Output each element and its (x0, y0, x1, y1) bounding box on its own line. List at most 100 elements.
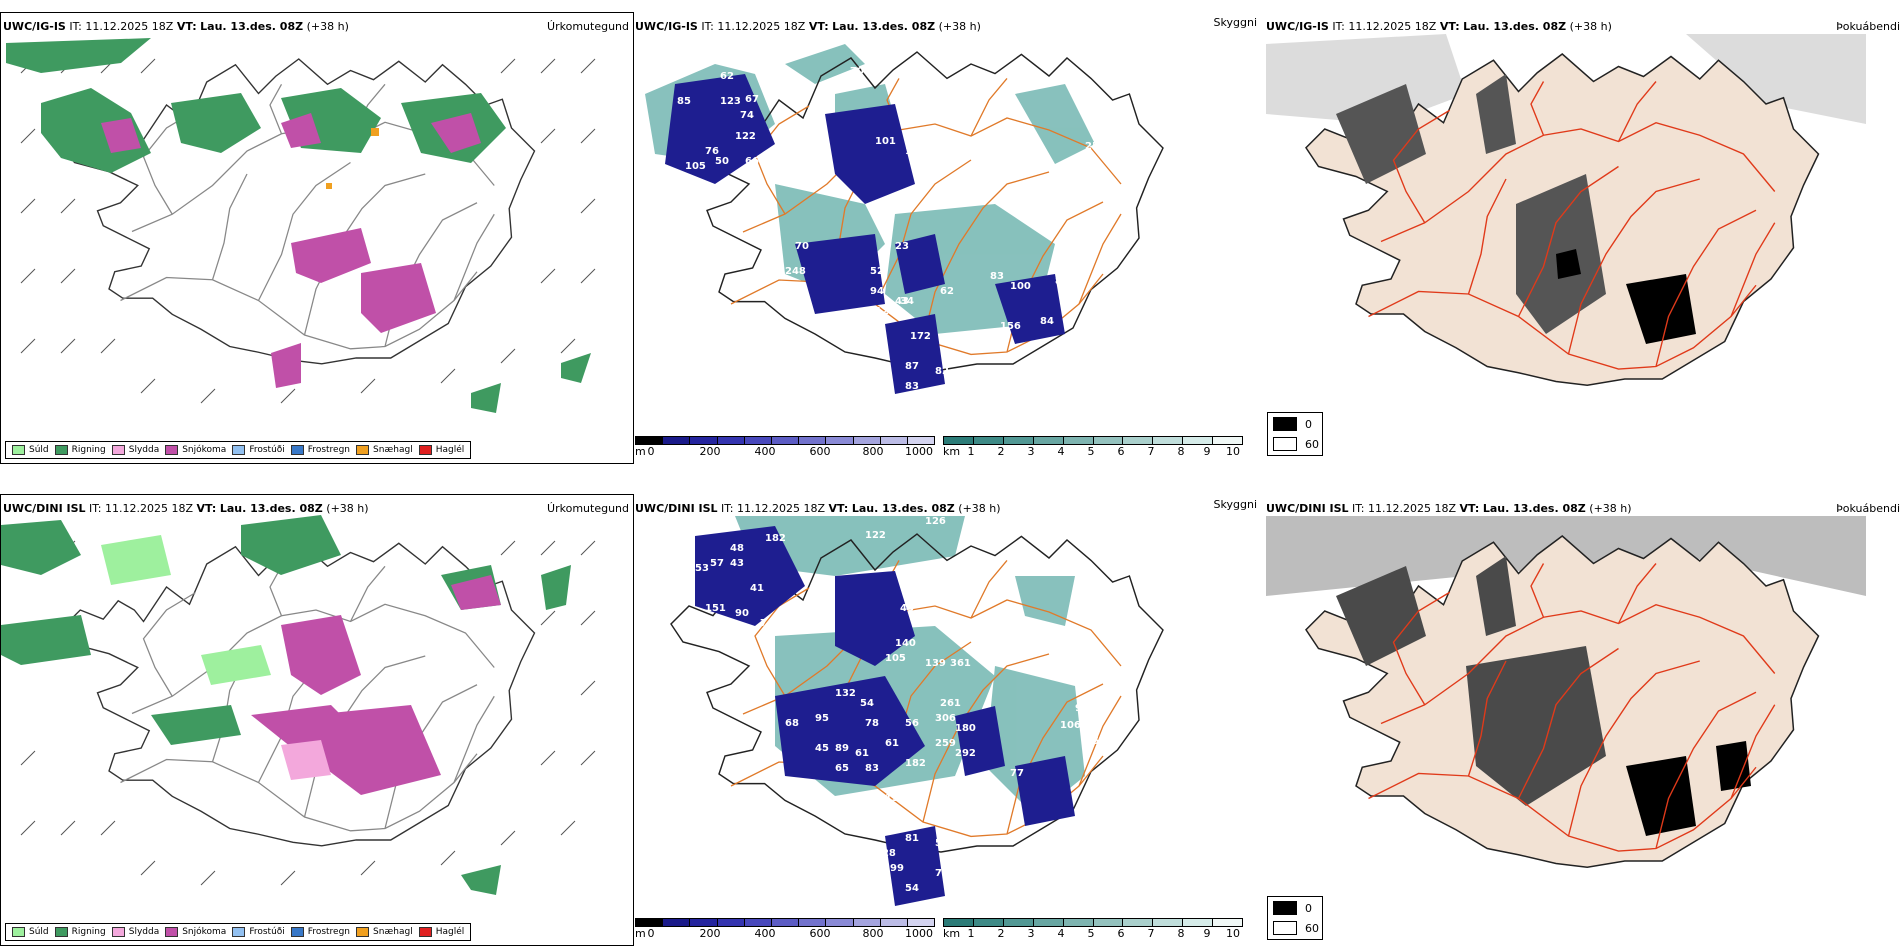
legend-item: Súld (12, 445, 49, 455)
legend-label: Haglél (435, 445, 465, 455)
ceiling-value: 126 (925, 516, 946, 527)
panel-header: UWC/DINI ISL IT: 11.12.2025 18Z VT: Lau.… (635, 502, 1001, 515)
ceiling-value: 83 (905, 381, 919, 392)
panel-header: UWC/DINI ISL IT: 11.12.2025 18Z VT: Lau.… (3, 502, 369, 515)
precip-legend: Súld Rigning Slydda Snjókoma Frostúði Fr… (5, 441, 472, 459)
legend-item: Snæhagl (356, 445, 413, 455)
ceiling-value: 74 (740, 110, 754, 121)
ceiling-value: 73 (795, 778, 809, 789)
ceiling-value: 89 (835, 743, 849, 754)
ceiling-areas (695, 526, 1075, 906)
ceiling-value: 43 (730, 558, 744, 569)
ceiling-value: 100 (1010, 281, 1031, 292)
legend-label: Frostúði (249, 927, 285, 937)
legend-swatch (418, 927, 432, 937)
legend-item: Snæhagl (356, 927, 413, 937)
ceiling-colorbar: m 0 200 400 600 800 1000 (635, 918, 935, 940)
ceiling-value: 101 (875, 136, 896, 147)
fog-gray-field (1266, 34, 1866, 124)
ceiling-value: 82 (935, 366, 949, 377)
colorbar-tick: 3 (1027, 445, 1035, 458)
ceiling-value: 50 (715, 156, 729, 167)
precip-snow (101, 113, 481, 388)
colorbar-tick: 5 (1087, 927, 1095, 940)
legend-item: Snjókoma (165, 927, 226, 937)
ceiling-value: 65 (835, 763, 849, 774)
ceiling-unit: m (635, 445, 646, 458)
ceiling-value: 61 (855, 748, 869, 759)
ceiling-value: 122 (865, 530, 886, 541)
ceiling-value: 43 (895, 296, 909, 307)
panel-title: Þokuábendi (1836, 20, 1900, 33)
fog-map-panel-top: UWC/IG-IS IT: 11.12.2025 18Z VT: Lau. 13… (1266, 12, 1900, 464)
legend-swatch (12, 445, 25, 455)
ceiling-value: 254 (1085, 141, 1106, 152)
legend-item: Frostregn (290, 927, 350, 937)
legend-swatch (356, 445, 370, 455)
ceiling-value: 81 (1055, 276, 1069, 287)
ceiling-value: 306 (935, 713, 956, 724)
panel-header: UWC/DINI ISL IT: 11.12.2025 18Z VT: Lau.… (1266, 502, 1632, 515)
precip-legend: Súld Rigning Slydda Snjókoma Frostúði Fr… (5, 923, 472, 941)
ceiling-value: 57 (1033, 528, 1047, 539)
legend-label: Frostúði (249, 445, 285, 455)
ceiling-areas (665, 74, 1065, 394)
precip-map-top (6, 38, 596, 413)
legend-label: Slydda (128, 927, 160, 937)
ceiling-value: 74 (930, 166, 944, 177)
ceiling-value: 55 (935, 838, 949, 849)
fog-swatch-black (1273, 901, 1297, 915)
ceiling-value: 74 (760, 618, 774, 629)
legend-label: Snjókoma (182, 927, 227, 937)
colorbar-tick: 9 (1203, 927, 1211, 940)
fog-swatch-black (1273, 417, 1297, 431)
colorbar-tick: 8 (1177, 927, 1185, 940)
ceiling-labels: 62 706 85 123 67 74 122 50 66 76 105 94 … (675, 66, 1106, 412)
ceiling-value: 34 (900, 296, 914, 307)
ceiling-value: 95 (925, 126, 939, 137)
colorbar-tick: 4 (1057, 927, 1065, 940)
ceiling-unit: m (635, 927, 646, 940)
fog-map-bottom (1266, 516, 1866, 868)
fog-black-areas (1626, 741, 1751, 836)
colorbar-tick: 200 (699, 445, 721, 458)
visibility-colorbar: km 1 2 3 4 5 6 7 8 9 10 (943, 918, 1243, 940)
legend-swatch (165, 445, 179, 455)
ceiling-value: 182 (765, 533, 786, 544)
ceiling-value: 159 (1060, 518, 1081, 529)
legend-item: Slydda (111, 927, 160, 937)
colorbar-tick: 1000 (905, 927, 933, 940)
legend-label: Snæhagl (373, 445, 413, 455)
colorbar-tick: 6 (1117, 445, 1125, 458)
ceiling-value: 105 (885, 653, 906, 664)
panel-header: UWC/IG-IS IT: 11.12.2025 18Z VT: Lau. 13… (1266, 20, 1612, 33)
legend-label: Slydda (128, 445, 160, 455)
ceiling-value: 79 (975, 773, 989, 784)
legend-item: Rigning (54, 927, 106, 937)
precip-sleet (281, 740, 331, 780)
legend-swatch (232, 927, 246, 937)
ceiling-visibility-panel-top: UWC/IG-IS IT: 11.12.2025 18Z VT: Lau. 13… (635, 12, 1257, 464)
colorbar-tick: 1 (967, 927, 975, 940)
ceiling-value: 87 (905, 401, 919, 412)
legend-swatch (165, 927, 179, 937)
panel-header: UWC/IG-IS IT: 11.12.2025 18Z VT: Lau. 13… (635, 20, 981, 33)
ceiling-value: 955 (995, 528, 1016, 539)
colorbar-tick: 800 (862, 445, 884, 458)
colorbar-tick: 600 (809, 445, 831, 458)
ceiling-value: 62 (940, 286, 954, 297)
ceiling-value: 361 (950, 658, 971, 669)
ceiling-value: 706 (850, 66, 871, 77)
ceiling-value: 248 (785, 266, 806, 277)
precip-map-bottom (1, 515, 596, 895)
ceiling-value: 123 (720, 96, 741, 107)
legend-item: Haglél (418, 445, 465, 455)
legend-item: Súld (12, 927, 49, 937)
ceiling-value: 68 (785, 718, 799, 729)
colorbar-tick: 8 (1177, 445, 1185, 458)
colorbar-tick: 0 (647, 927, 655, 940)
fog-map-panel-bottom: UWC/DINI ISL IT: 11.12.2025 18Z VT: Lau.… (1266, 494, 1900, 946)
legend-swatch (54, 445, 68, 455)
ceiling-value: 83 (865, 763, 879, 774)
legend-item: Frostregn (290, 445, 350, 455)
